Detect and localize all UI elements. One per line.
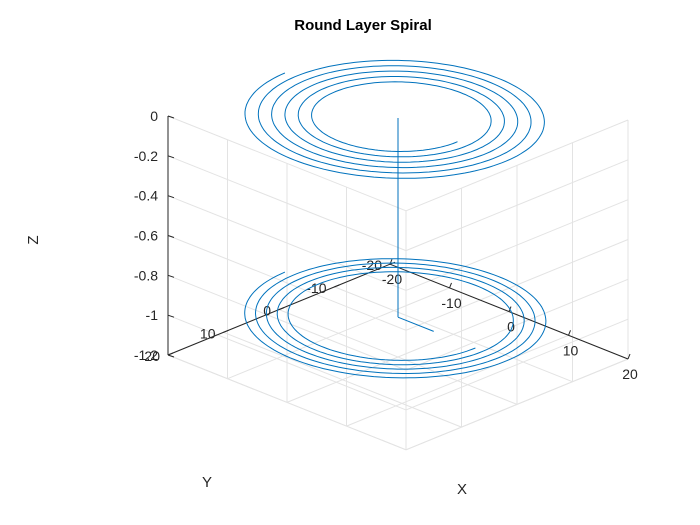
side-grid-z <box>405 318 629 411</box>
spiral-layer-1 <box>244 59 545 179</box>
x-tick-mark <box>568 330 571 336</box>
z-tick-mark <box>167 195 175 199</box>
z-tick-label: 0 <box>150 108 158 124</box>
floor-grid-y <box>334 286 573 383</box>
x-tick-label: -20 <box>382 271 402 287</box>
back-grid-z <box>167 354 407 451</box>
back-grid-z <box>167 195 407 291</box>
z-tick-label: -0.2 <box>134 148 158 164</box>
y-tick-label: 0 <box>263 303 271 319</box>
floor-grid-y <box>223 331 462 428</box>
z-tick-mark <box>167 354 175 358</box>
y-tick-mark <box>278 307 285 311</box>
floor-grid-y <box>278 309 518 405</box>
side-grid-z <box>405 119 629 212</box>
y-axis-label: Y <box>202 474 212 491</box>
z-axis-label: Z <box>25 235 42 244</box>
z-tick-mark <box>167 274 175 278</box>
z-tick-label: -0.6 <box>134 228 158 244</box>
back-grid-z <box>167 314 407 411</box>
x-tick-label: 20 <box>622 366 638 382</box>
spiral-series <box>244 59 547 379</box>
x-tick-label: 0 <box>507 319 515 335</box>
y-tick-label: 10 <box>200 325 216 341</box>
z-tick-label: -0.4 <box>134 188 158 204</box>
z-tick-label: -1 <box>146 307 159 323</box>
x-axis-label: X <box>457 481 467 498</box>
spiral-layer-2 <box>244 258 547 379</box>
x-tick-label: 10 <box>563 342 579 358</box>
side-grid-z <box>405 159 629 252</box>
back-grid-z <box>167 115 407 212</box>
back-grid-z <box>167 274 407 371</box>
y-tick-label: -20 <box>362 257 382 273</box>
z-tick-label: -0.8 <box>134 267 158 283</box>
y-tick-mark <box>223 329 229 333</box>
y-tick-label: 20 <box>144 348 160 364</box>
connector-segment <box>397 316 434 332</box>
x-tick-mark <box>627 353 631 360</box>
side-grid-z <box>405 199 629 291</box>
chart-title: Round Layer Spiral <box>294 17 432 34</box>
y-tick-mark <box>167 352 174 356</box>
y-tick-label: -10 <box>306 280 326 296</box>
back-grid-z <box>167 235 407 331</box>
z-tick-mark <box>167 235 175 238</box>
x-tick-label: -10 <box>441 295 461 311</box>
x-tick-mark <box>449 282 452 289</box>
z-tick-mark <box>167 155 175 159</box>
y-tick-mark <box>334 284 340 288</box>
tick-labels: -20-1001020-20-1001020-1.2-1-0.8-0.6-0.4… <box>134 108 638 382</box>
z-tick-label: -1.2 <box>134 347 158 363</box>
back-grid-z <box>167 155 407 252</box>
side-grid-z <box>405 358 629 451</box>
z-tick-mark <box>167 314 175 318</box>
z-tick-mark <box>167 115 175 119</box>
side-grid-z <box>405 278 629 371</box>
